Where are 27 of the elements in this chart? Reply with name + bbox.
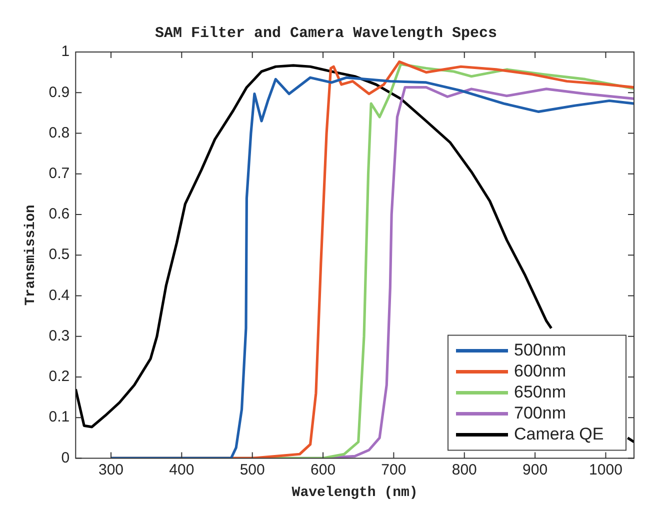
y-tick-label: 0.5 xyxy=(48,246,70,264)
legend-label: Camera QE xyxy=(514,424,604,444)
legend-label: 700nm xyxy=(514,403,566,422)
x-tick-label: 700 xyxy=(381,461,406,478)
x-tick-label: 800 xyxy=(452,461,477,478)
legend-label: 500nm xyxy=(514,340,566,360)
x-tick-label: 300 xyxy=(98,461,124,478)
x-axis-title: Wavelength (nm) xyxy=(292,485,418,502)
x-tick-label: 900 xyxy=(522,461,548,478)
legend-label: 600nm xyxy=(514,361,566,380)
x-tick-label: 600 xyxy=(310,461,336,478)
chart-title: SAM Filter and Camera Wavelength Specs xyxy=(154,24,498,42)
y-tick-label: 0.7 xyxy=(48,165,70,182)
legend-label: 650nm xyxy=(514,382,566,402)
y-tick-label: 1 xyxy=(61,43,70,60)
y-axis-title: Transmission xyxy=(22,204,39,306)
x-tick-label: 1000 xyxy=(589,461,622,478)
y-tick-label: 0 xyxy=(61,449,70,466)
y-tick-label: 0.1 xyxy=(48,408,70,426)
y-tick-label: 0.4 xyxy=(48,286,70,304)
x-tick-label: 400 xyxy=(169,461,194,478)
y-tick-label: 0.3 xyxy=(48,327,70,344)
x-tick-label: 500 xyxy=(240,461,265,478)
y-tick-label: 0.8 xyxy=(48,124,70,142)
y-tick-label: 0.9 xyxy=(48,84,70,101)
y-tick-label: 0.6 xyxy=(48,206,70,223)
y-tick-label: 0.2 xyxy=(48,368,70,386)
